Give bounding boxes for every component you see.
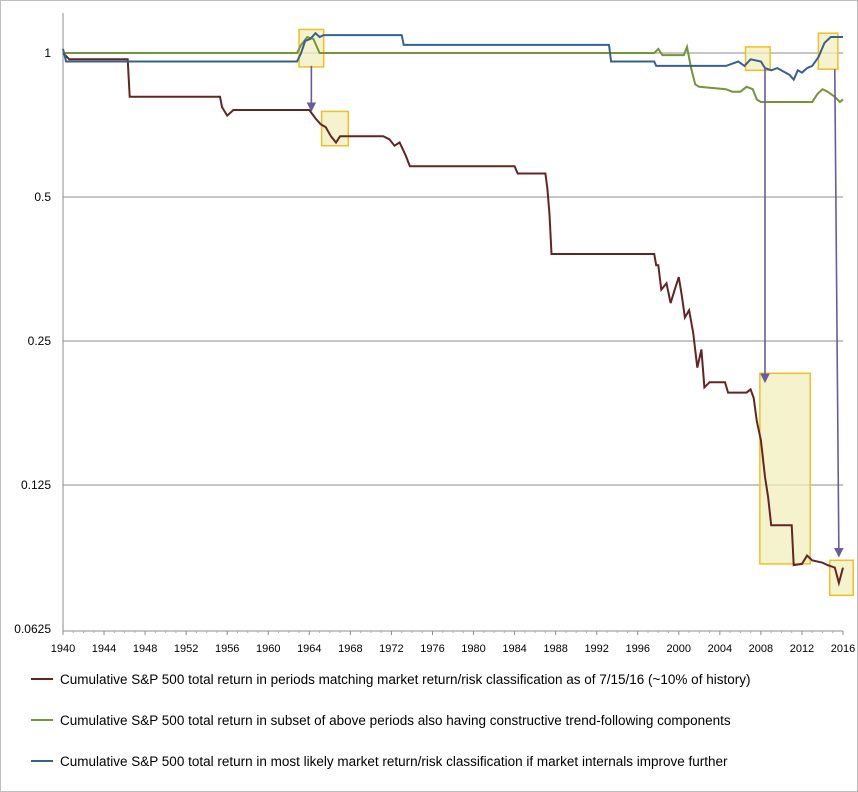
y-tick-label: 0.25	[28, 334, 52, 348]
legend-swatch	[31, 760, 53, 762]
x-tick-label: 1964	[297, 643, 321, 655]
x-tick-label: 1968	[338, 643, 362, 655]
legend-item-0: Cumulative S&P 500 total return in perio…	[31, 669, 750, 689]
x-tick-label: 2004	[708, 643, 732, 655]
highlight-box	[817, 32, 839, 70]
x-tick-label: 1984	[502, 643, 526, 655]
y-tick-label: 0.0625	[14, 622, 51, 636]
series-line-2	[62, 31, 843, 82]
highlight-box	[744, 46, 771, 72]
y-tick-label: 1	[44, 46, 51, 60]
x-tick-label: 1996	[625, 643, 649, 655]
legend-item-2: Cumulative S&P 500 total return in most …	[31, 751, 728, 771]
y-tick-label: 0.125	[21, 478, 51, 492]
x-tick-label: 1952	[174, 643, 198, 655]
x-tick-label: 1988	[543, 643, 567, 655]
x-tick-label: 2012	[790, 643, 814, 655]
x-tick-label: 1956	[215, 643, 239, 655]
series-line-0	[62, 52, 844, 587]
series-line-1	[63, 35, 844, 104]
x-tick-label: 1944	[92, 643, 116, 655]
legend-label: Cumulative S&P 500 total return in subse…	[60, 712, 731, 728]
x-tick-label: 1960	[256, 643, 280, 655]
legend-swatch	[31, 678, 53, 680]
legend-item-1: Cumulative S&P 500 total return in subse…	[31, 710, 731, 730]
y-tick-label: 0.5	[34, 190, 51, 204]
x-tick-label: 2000	[667, 643, 691, 655]
highlight-box	[759, 372, 811, 565]
x-tick-label: 1980	[461, 643, 485, 655]
x-tick-label: 2016	[831, 643, 855, 655]
legend-swatch	[31, 719, 53, 721]
x-tick-label: 1992	[584, 643, 608, 655]
x-tick-label: 1972	[379, 643, 403, 655]
annotation-arrow	[833, 69, 844, 558]
legend-label: Cumulative S&P 500 total return in most …	[60, 753, 728, 769]
highlight-box	[828, 559, 855, 597]
legend-label: Cumulative S&P 500 total return in perio…	[60, 671, 751, 687]
x-tick-label: 1976	[420, 643, 444, 655]
x-tick-label: 1940	[51, 643, 75, 655]
x-tick-label: 2008	[749, 643, 773, 655]
x-tick-label: 1948	[133, 643, 157, 655]
